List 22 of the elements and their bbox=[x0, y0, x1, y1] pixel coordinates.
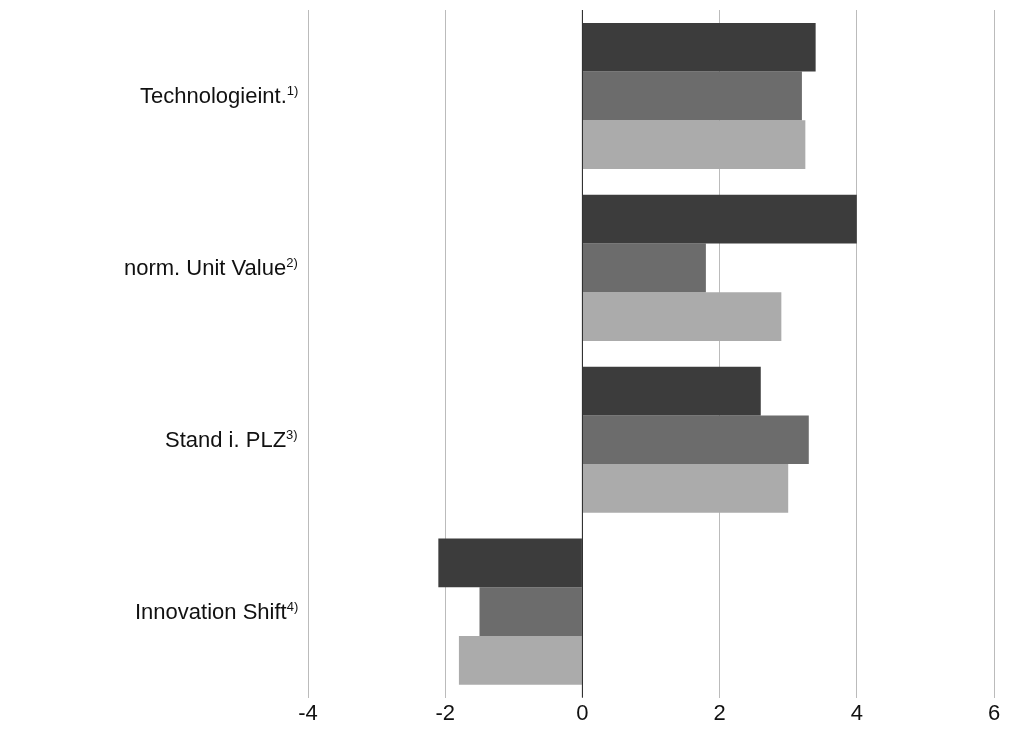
x-tick-label: -4 bbox=[298, 699, 318, 725]
bar bbox=[582, 415, 809, 465]
bar bbox=[582, 194, 857, 244]
bar bbox=[582, 71, 802, 121]
bar bbox=[582, 120, 806, 170]
bar bbox=[582, 243, 706, 293]
bar bbox=[582, 464, 789, 513]
y-tick-label: norm. Unit Value$^{2)}$ bbox=[124, 254, 298, 282]
x-tick-label: -2 bbox=[435, 699, 455, 725]
bar bbox=[582, 366, 761, 416]
bar bbox=[582, 22, 816, 72]
y-tick-label: Stand i. PLZ$^{3)}$ bbox=[165, 426, 298, 453]
bar bbox=[479, 587, 582, 636]
bar bbox=[438, 538, 582, 588]
y-tick-label: Innovation Shift$^{4)}$ bbox=[135, 598, 299, 625]
x-tick-label: 4 bbox=[850, 699, 863, 725]
x-tick-label: 6 bbox=[987, 699, 1001, 725]
x-tick-label: 2 bbox=[713, 699, 726, 725]
y-tick-label: Technologieint.$^{1)}$ bbox=[140, 82, 299, 110]
x-tick-label: 0 bbox=[576, 699, 589, 725]
bar bbox=[458, 636, 582, 685]
bar bbox=[582, 292, 782, 341]
